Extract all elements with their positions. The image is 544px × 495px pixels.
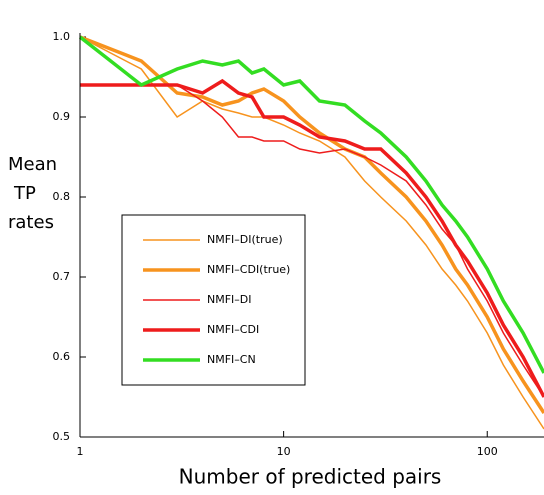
y-tick-label: 0.8	[53, 190, 71, 203]
legend-label: NMFI–CN	[207, 353, 256, 366]
y-tick-label: 0.7	[53, 270, 71, 283]
y-tick-label: 1.0	[53, 30, 71, 43]
line-series	[78, 35, 544, 374]
line-series	[80, 78, 544, 398]
legend-label: NMFI–DI	[207, 293, 252, 306]
y-tick-label: 0.6	[53, 350, 71, 363]
y-tick-label: 0.5	[53, 430, 71, 443]
legend-label: NMFI–CDI(true)	[207, 263, 290, 276]
line-series	[79, 36, 544, 430]
legend-label: NMFI–CDI	[207, 323, 259, 336]
y-tick-label: 0.9	[53, 110, 71, 123]
x-tick-label: 100	[477, 445, 498, 458]
x-axis-label: Number of predicted pairs	[179, 465, 442, 489]
line-series	[80, 84, 544, 398]
y-axis-label: Mean TP rates	[8, 154, 57, 233]
x-tick-label: 1	[77, 445, 84, 458]
x-tick-label: 10	[277, 445, 291, 458]
legend-label: NMFI–DI(true)	[207, 233, 283, 246]
